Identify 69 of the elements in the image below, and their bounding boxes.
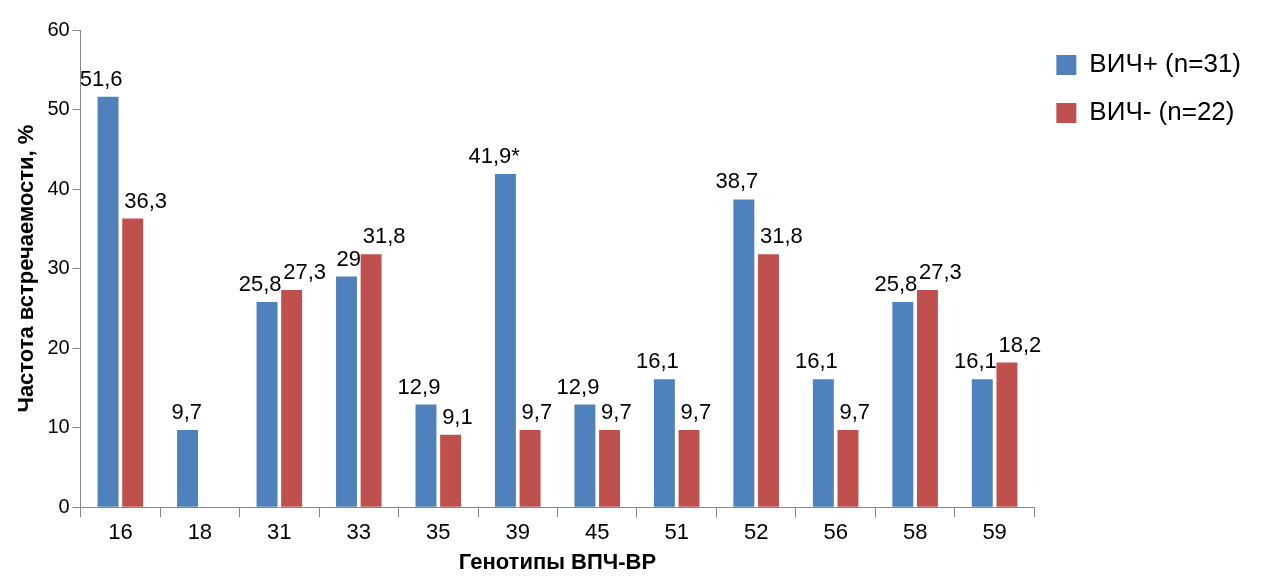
- bar: [122, 218, 144, 507]
- y-tick-label: 0: [58, 494, 70, 517]
- y-axis-title: Частота встречаемости, %: [13, 124, 39, 413]
- x-tick-label: 51: [664, 519, 689, 545]
- bar: [574, 404, 596, 507]
- x-tick-label: 16: [108, 519, 133, 545]
- x-tick-label: 39: [505, 519, 530, 545]
- data-label: 9,7: [839, 399, 871, 425]
- data-label: 31,8: [760, 223, 803, 249]
- data-label: 51,6: [79, 65, 123, 91]
- x-tick-label: 58: [902, 519, 928, 545]
- bar: [758, 254, 779, 507]
- bar: [494, 173, 516, 507]
- bar: [256, 302, 278, 507]
- data-label: 27,3: [918, 259, 962, 285]
- bar: [360, 254, 382, 507]
- x-tick-label: 56: [823, 519, 848, 545]
- data-label: 25,8: [238, 271, 282, 297]
- bar: [599, 430, 621, 507]
- data-label: 25,8: [874, 271, 918, 297]
- bar: [653, 379, 675, 507]
- y-tick-label: 50: [47, 97, 70, 120]
- data-label: 31,8: [362, 223, 406, 249]
- data-label: 9,7: [680, 399, 712, 425]
- x-tick-label: 33: [346, 519, 372, 545]
- x-tick-label: 31: [267, 519, 292, 545]
- bar: [971, 379, 993, 507]
- legend-label: ВИЧ+ (n=31): [1089, 48, 1242, 79]
- data-label: 36,3: [124, 187, 168, 213]
- data-label: 9,7: [521, 399, 553, 425]
- x-axis-title: Генотипы ВПЧ-ВР: [458, 548, 657, 574]
- bar: [415, 404, 437, 507]
- bar: [892, 302, 914, 507]
- legend-label: ВИЧ- (n=22): [1089, 96, 1235, 127]
- y-tick-label: 20: [47, 335, 70, 358]
- bar: [440, 434, 462, 507]
- data-label: 41,9*: [468, 143, 521, 169]
- bar: [916, 290, 938, 507]
- data-label: 9,1: [442, 403, 473, 429]
- bar: [177, 430, 199, 507]
- data-label: 12,9: [397, 373, 441, 399]
- bar: [812, 379, 834, 507]
- data-label: 16,1: [794, 348, 838, 374]
- y-tick-label: 30: [47, 256, 70, 279]
- bar: [733, 199, 755, 507]
- x-tick-label: 52: [743, 519, 769, 545]
- data-label: 9,7: [171, 399, 203, 425]
- x-tick-label: 35: [426, 519, 451, 545]
- bar: [996, 362, 1018, 507]
- bar: [97, 96, 119, 507]
- bar: [678, 430, 700, 507]
- data-label: 16,1: [636, 348, 679, 374]
- x-tick-label: 45: [585, 519, 610, 545]
- data-label: 18,2: [998, 331, 1042, 357]
- y-tick-label: 40: [47, 176, 70, 199]
- data-label: 16,1: [953, 348, 997, 374]
- data-label: 27,3: [283, 259, 327, 285]
- bar: [281, 290, 303, 507]
- bar: [336, 276, 357, 507]
- x-tick-label: 59: [982, 519, 1007, 545]
- data-label: 29: [336, 245, 361, 271]
- data-label: 12,9: [556, 373, 600, 399]
- bar: [837, 430, 859, 507]
- y-tick-label: 60: [47, 17, 70, 40]
- y-tick-label: 10: [47, 415, 70, 438]
- x-tick-label: 18: [187, 519, 213, 545]
- data-label: 9,7: [601, 399, 632, 425]
- bar: [519, 430, 541, 507]
- data-label: 38,7: [715, 168, 759, 194]
